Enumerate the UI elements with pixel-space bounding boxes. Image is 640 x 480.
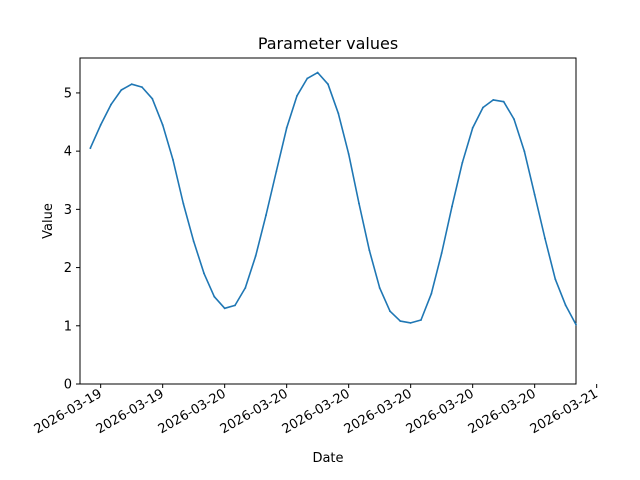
data-point [533, 193, 536, 196]
data-point [554, 278, 557, 281]
x-tick-label: 2026-03-20 [342, 386, 415, 437]
data-point [399, 320, 402, 323]
data-point [358, 202, 360, 205]
data-point [368, 249, 371, 252]
data-point [471, 126, 474, 129]
data-point [482, 106, 484, 109]
plot-area [79, 57, 577, 385]
data-point [130, 83, 133, 86]
x-tick-label: 2026-03-20 [156, 386, 229, 437]
data-line [89, 71, 577, 325]
data-point [99, 124, 102, 126]
data-point [316, 71, 319, 74]
data-point [110, 103, 112, 106]
data-point [203, 272, 205, 275]
y-tick-label: 3 [64, 203, 72, 218]
data-point [234, 304, 236, 307]
data-point [89, 147, 92, 150]
x-tick-label: 2026-03-20 [218, 386, 291, 437]
data-point [275, 170, 278, 173]
y-tick-label: 0 [64, 378, 72, 393]
data-point [254, 255, 257, 257]
data-point [564, 304, 567, 307]
y-tick-label: 5 [64, 86, 72, 101]
y-tick-label: 4 [64, 145, 72, 160]
x-tick-label: 2026-03-20 [280, 386, 353, 437]
data-point [409, 321, 412, 324]
x-tick-label: 2026-03-20 [404, 386, 477, 437]
y-axis-title: Value [41, 203, 56, 239]
data-point [223, 307, 226, 310]
data-point [141, 86, 143, 89]
data-point [337, 112, 340, 115]
x-tick-label: 2026-03-20 [466, 386, 539, 437]
data-point [461, 161, 464, 164]
x-tick-label: 2026-03-21 [528, 386, 601, 437]
data-point [378, 287, 381, 289]
data-point [306, 77, 309, 80]
x-tick-label: 2026-03-19 [94, 386, 167, 437]
data-point [327, 83, 329, 86]
data-point [440, 252, 443, 254]
data-point [502, 100, 505, 103]
data-point [420, 319, 422, 321]
data-point [296, 94, 298, 97]
data-point [285, 126, 288, 129]
data-point [213, 295, 216, 298]
data-point [389, 310, 391, 313]
x-tick-label: 2026-03-19 [32, 386, 105, 437]
data-point [544, 237, 546, 240]
chart-title: Parameter values [258, 34, 398, 53]
data-point [430, 292, 433, 295]
data-point [120, 89, 123, 91]
data-point [347, 153, 350, 155]
data-point [151, 97, 154, 100]
x-axis-title: Date [312, 451, 343, 466]
data-point [492, 99, 495, 101]
y-axis: 0 1 2 3 4 5 [64, 86, 80, 393]
x-axis: 2026-03-192026-03-192026-03-202026-03-20… [32, 384, 601, 437]
data-point [513, 118, 515, 121]
data-point [192, 240, 195, 243]
data-point [451, 205, 453, 208]
y-tick-label: 1 [64, 319, 72, 334]
y-tick-label: 2 [64, 261, 72, 276]
data-point [182, 202, 185, 205]
data-point [244, 287, 247, 289]
data-point [265, 214, 267, 217]
data-point [523, 150, 526, 153]
data-point [575, 323, 577, 326]
data-points [89, 71, 577, 326]
data-point [172, 158, 174, 161]
data-point [161, 124, 164, 126]
